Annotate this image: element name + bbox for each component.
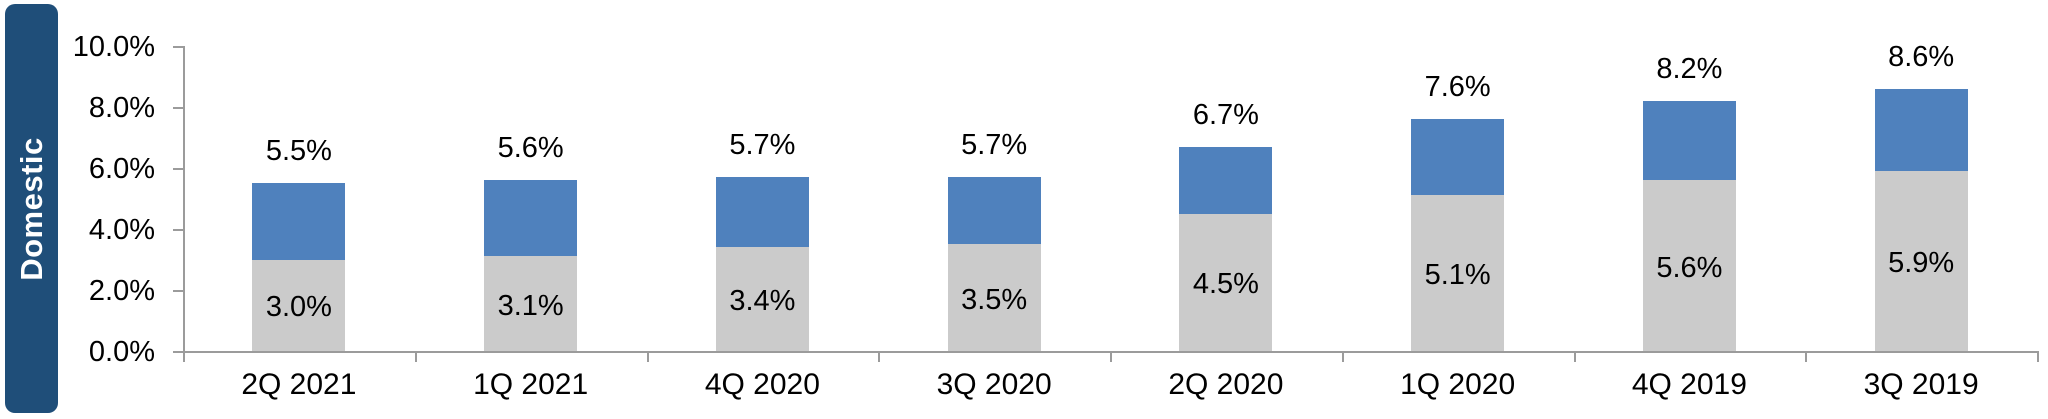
x-axis-tick [183, 353, 185, 362]
y-axis-tick [173, 229, 183, 231]
y-axis-tick [173, 351, 183, 353]
x-axis-category-label: 3Q 2019 [1863, 368, 1979, 401]
bar-segment-blue [715, 177, 809, 248]
gray-segment-value-label: 3.4% [729, 285, 796, 318]
y-axis-tick-label: 6.0% [88, 153, 155, 185]
y-axis-tick [173, 168, 183, 170]
gray-segment-value-label: 5.9% [1888, 247, 1955, 280]
total-value-label: 8.2% [1656, 52, 1723, 85]
x-axis-tick [1110, 353, 1112, 362]
y-axis-tick-label: 8.0% [88, 92, 155, 124]
x-axis-tick [646, 353, 649, 362]
bar-segment-gray [252, 259, 346, 351]
bar-segment-gray [715, 247, 809, 351]
x-axis-tick [2037, 353, 2039, 362]
y-axis-tick [173, 290, 183, 292]
bar-segment-gray [1642, 180, 1736, 351]
y-axis-tick-label: 4.0% [88, 214, 155, 246]
bar-segment-gray [947, 244, 1041, 351]
y-axis-tick [173, 107, 183, 109]
x-axis-tick [1573, 353, 1576, 362]
total-value-label: 5.7% [729, 129, 796, 162]
gray-segment-value-label: 3.5% [961, 283, 1028, 316]
y-axis-tick-label: 2.0% [88, 275, 155, 307]
x-axis-category-label: 1Q 2021 [473, 368, 589, 401]
x-axis-category-label: 3Q 2020 [936, 368, 1052, 401]
y-axis-tick-label: 0.0% [88, 336, 155, 368]
bar-segment-blue [484, 180, 578, 257]
total-value-label: 6.7% [1192, 98, 1259, 131]
x-axis-category-label: 2Q 2020 [1168, 368, 1284, 401]
x-axis-category-label: 4Q 2020 [704, 368, 820, 401]
total-value-label: 5.5% [265, 135, 332, 168]
x-axis-tick [414, 353, 417, 362]
domestic-banner: Domestic [5, 4, 58, 413]
total-value-label: 5.7% [961, 129, 1028, 162]
bar-segment-blue [1642, 100, 1736, 181]
gray-segment-value-label: 3.0% [265, 291, 332, 324]
bar-segment-blue [252, 183, 346, 260]
gray-segment-value-label: 4.5% [1192, 268, 1259, 301]
gray-segment-value-label: 5.1% [1424, 259, 1491, 292]
y-axis-tick-label: 10.0% [72, 31, 155, 63]
x-axis-tick [878, 353, 881, 362]
x-axis-line [183, 351, 2039, 353]
x-axis-tick [1805, 353, 1808, 362]
x-axis-tick [1341, 353, 1344, 362]
bar-segment-gray [1874, 171, 1968, 351]
gray-segment-value-label: 3.1% [497, 289, 564, 322]
bar-segment-blue [947, 177, 1041, 245]
gray-segment-value-label: 5.6% [1656, 251, 1723, 284]
total-value-label: 8.6% [1888, 40, 1955, 73]
bar-segment-gray [484, 256, 578, 351]
x-axis-category-label: 4Q 2019 [1631, 368, 1747, 401]
x-axis-category-label: 1Q 2020 [1400, 368, 1516, 401]
x-axis-category-label: 2Q 2021 [241, 368, 357, 401]
bar-segment-blue [1179, 146, 1273, 214]
bar-segment-gray [1179, 213, 1273, 351]
bar-segment-blue [1411, 119, 1505, 196]
bar-segment-blue [1874, 88, 1968, 172]
bar-segment-gray [1411, 195, 1505, 351]
total-value-label: 5.6% [497, 132, 564, 165]
y-axis-line [183, 46, 185, 353]
total-value-label: 7.6% [1424, 71, 1491, 104]
y-axis-tick [173, 46, 183, 48]
